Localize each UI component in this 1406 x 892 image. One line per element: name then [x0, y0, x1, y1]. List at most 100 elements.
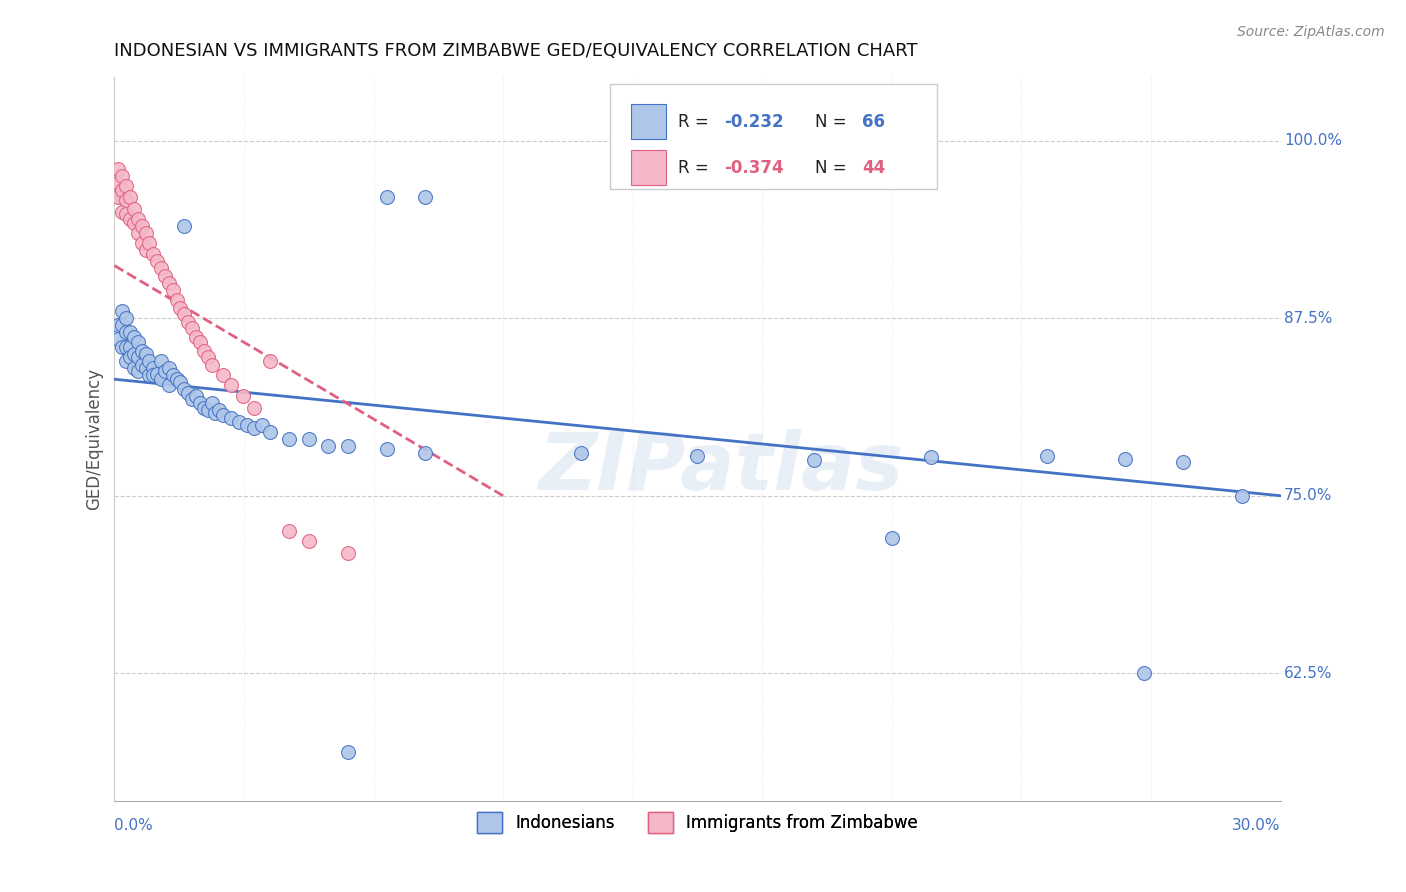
Point — [197, 403, 219, 417]
Text: 0.0%: 0.0% — [114, 818, 153, 833]
Point — [118, 190, 141, 204]
Point — [157, 276, 180, 290]
Point — [259, 425, 281, 439]
Point — [193, 401, 215, 415]
Point — [122, 346, 145, 360]
Point — [118, 340, 141, 354]
Text: Source: ZipAtlas.com: Source: ZipAtlas.com — [1237, 25, 1385, 39]
Point — [134, 243, 156, 257]
Point — [107, 333, 129, 347]
Point — [127, 364, 149, 378]
Point — [138, 353, 160, 368]
Point — [111, 340, 134, 354]
Point — [250, 417, 273, 432]
Point — [142, 247, 165, 261]
Point — [298, 534, 321, 549]
Point — [153, 268, 176, 283]
Point — [169, 301, 191, 316]
Point — [1114, 451, 1136, 466]
Point — [122, 202, 145, 216]
Point — [1036, 449, 1059, 463]
Point — [115, 311, 138, 326]
Point — [150, 353, 173, 368]
Point — [200, 396, 222, 410]
Point — [920, 450, 942, 465]
Point — [212, 408, 235, 422]
Point — [131, 219, 153, 233]
Point — [243, 420, 266, 434]
Point — [118, 350, 141, 364]
Point — [118, 211, 141, 226]
Point — [138, 368, 160, 382]
Point — [375, 442, 398, 456]
Point — [150, 261, 173, 276]
Point — [131, 343, 153, 358]
Point — [111, 318, 134, 333]
Text: -0.374: -0.374 — [724, 159, 785, 177]
Point — [115, 340, 138, 354]
Point — [169, 375, 191, 389]
Point — [127, 211, 149, 226]
Point — [173, 307, 195, 321]
Point — [115, 193, 138, 207]
Point — [127, 335, 149, 350]
Point — [181, 321, 204, 335]
Text: 44: 44 — [862, 159, 886, 177]
Point — [111, 169, 134, 183]
Point — [122, 216, 145, 230]
Point — [375, 190, 398, 204]
Point — [259, 353, 281, 368]
Point — [131, 358, 153, 372]
Point — [184, 389, 207, 403]
Point — [686, 449, 709, 463]
Text: 87.5%: 87.5% — [1284, 310, 1333, 326]
Point — [336, 545, 359, 559]
Point — [107, 318, 129, 333]
Point — [232, 389, 254, 403]
Y-axis label: GED/Equivalency: GED/Equivalency — [86, 368, 103, 510]
Point — [138, 235, 160, 250]
Point — [146, 367, 169, 381]
Point — [142, 360, 165, 375]
Text: ZIPatlas: ZIPatlas — [538, 429, 903, 507]
Text: R =: R = — [678, 159, 714, 177]
Point — [177, 386, 200, 401]
Point — [316, 439, 339, 453]
Text: N =: N = — [815, 159, 852, 177]
Point — [188, 335, 211, 350]
Point — [142, 368, 165, 382]
Point — [880, 532, 903, 546]
Point — [115, 179, 138, 194]
Point — [1173, 455, 1195, 469]
Text: -0.232: -0.232 — [724, 112, 785, 131]
Point — [415, 190, 437, 204]
Point — [243, 401, 266, 415]
Text: N =: N = — [815, 112, 852, 131]
Point — [134, 226, 156, 240]
Point — [157, 378, 180, 392]
Point — [153, 364, 176, 378]
Point — [803, 453, 825, 467]
Text: R =: R = — [678, 112, 714, 131]
Point — [115, 326, 138, 340]
Text: 75.0%: 75.0% — [1284, 488, 1333, 503]
Point — [166, 372, 188, 386]
Point — [127, 350, 149, 364]
Point — [134, 360, 156, 375]
Point — [197, 350, 219, 364]
FancyBboxPatch shape — [631, 150, 666, 185]
Point — [184, 329, 207, 343]
Point — [173, 219, 195, 233]
Point — [181, 392, 204, 406]
Point — [415, 446, 437, 460]
Point — [188, 396, 211, 410]
Point — [278, 524, 301, 539]
Text: 100.0%: 100.0% — [1284, 133, 1341, 148]
Point — [193, 343, 215, 358]
Text: 30.0%: 30.0% — [1232, 818, 1281, 833]
Point — [569, 446, 592, 460]
Point — [107, 190, 129, 204]
Point — [162, 283, 184, 297]
Point — [107, 161, 129, 176]
Point — [1230, 489, 1253, 503]
